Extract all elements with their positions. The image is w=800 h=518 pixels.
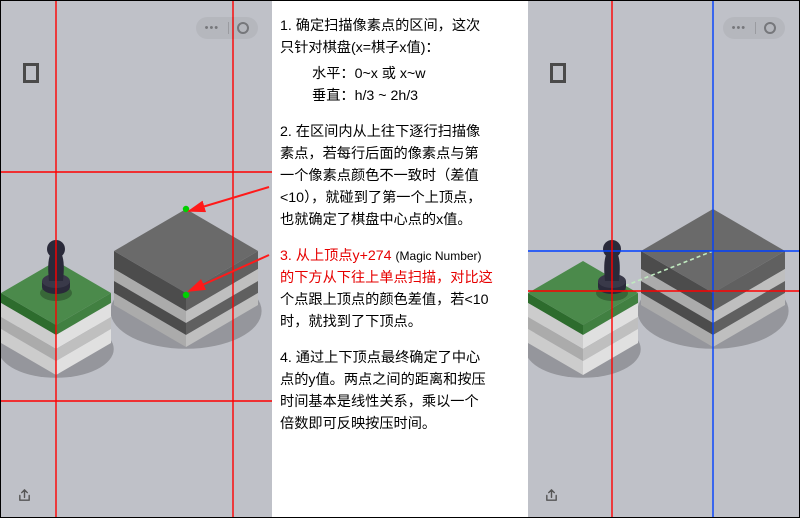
step4-line1: 4. 通过上下顶点最终确定了中心	[280, 347, 520, 369]
step-2: 2. 在区间内从上往下逐行扫描像 素点，若每行后面的像素点与第 一个像素点颜色不…	[280, 121, 520, 231]
text-column: 1. 确定扫描像素点的区间，这次 只针对棋盘(x=棋子x值)： 水平：0~x 或…	[272, 1, 528, 517]
step-3: 3. 从上顶点y+274 (Magic Number) 的下方从下往上单点扫描，…	[280, 245, 520, 333]
capsule-divider	[755, 22, 756, 34]
step4-line2: 点的y值。两点之间的距离和按压	[280, 369, 520, 391]
more-icon[interactable]: •••	[732, 22, 747, 34]
right-screenshot: •••	[528, 1, 799, 517]
step3-line1: 3. 从上顶点y+274 (Magic Number)	[280, 245, 520, 267]
capsule-divider	[228, 22, 229, 34]
step2-line5: 也就确定了棋盘中心点的x值。	[280, 209, 520, 231]
target-icon[interactable]	[764, 22, 776, 34]
step1-indent1: 水平：0~x 或 x~w	[312, 63, 520, 85]
share-icon[interactable]	[544, 488, 559, 503]
step1-line2: 只针对棋盘(x=棋子x值)：	[280, 37, 520, 59]
score-box-icon	[550, 63, 566, 83]
step2-line3: 一个像素点颜色不一致时（差值	[280, 165, 520, 187]
step2-line4: <10），就碰到了第一个上顶点，	[280, 187, 520, 209]
step2-line1: 2. 在区间内从上往下逐行扫描像	[280, 121, 520, 143]
step2-line2: 素点，若每行后面的像素点与第	[280, 143, 520, 165]
step4-line3: 时间基本是线性关系，乘以一个	[280, 391, 520, 413]
step3-line2: 的下方从下往上单点扫描，对比这	[280, 267, 520, 289]
more-icon[interactable]: •••	[205, 22, 220, 34]
score-box-icon	[23, 63, 39, 83]
capsule-menu[interactable]: •••	[723, 17, 785, 39]
capsule-menu[interactable]: •••	[196, 17, 258, 39]
share-icon[interactable]	[17, 488, 32, 503]
step-1: 1. 确定扫描像素点的区间，这次 只针对棋盘(x=棋子x值)： 水平：0~x 或…	[280, 15, 520, 107]
step1-indent2: 垂直：h/3 ~ 2h/3	[312, 85, 520, 107]
step-4: 4. 通过上下顶点最终确定了中心 点的y值。两点之间的距离和按压 时间基本是线性…	[280, 347, 520, 435]
target-icon[interactable]	[237, 22, 249, 34]
step1-line1: 1. 确定扫描像素点的区间，这次	[280, 15, 520, 37]
left-scene-svg	[1, 1, 272, 517]
step3-line3: 个点跟上顶点的颜色差值，若<10	[280, 289, 520, 311]
step4-line4: 倍数即可反映按压时间。	[280, 413, 520, 435]
right-scene-svg	[528, 1, 799, 517]
step3-line4: 时，就找到了下顶点。	[280, 311, 520, 333]
left-screenshot: •••	[1, 1, 272, 517]
